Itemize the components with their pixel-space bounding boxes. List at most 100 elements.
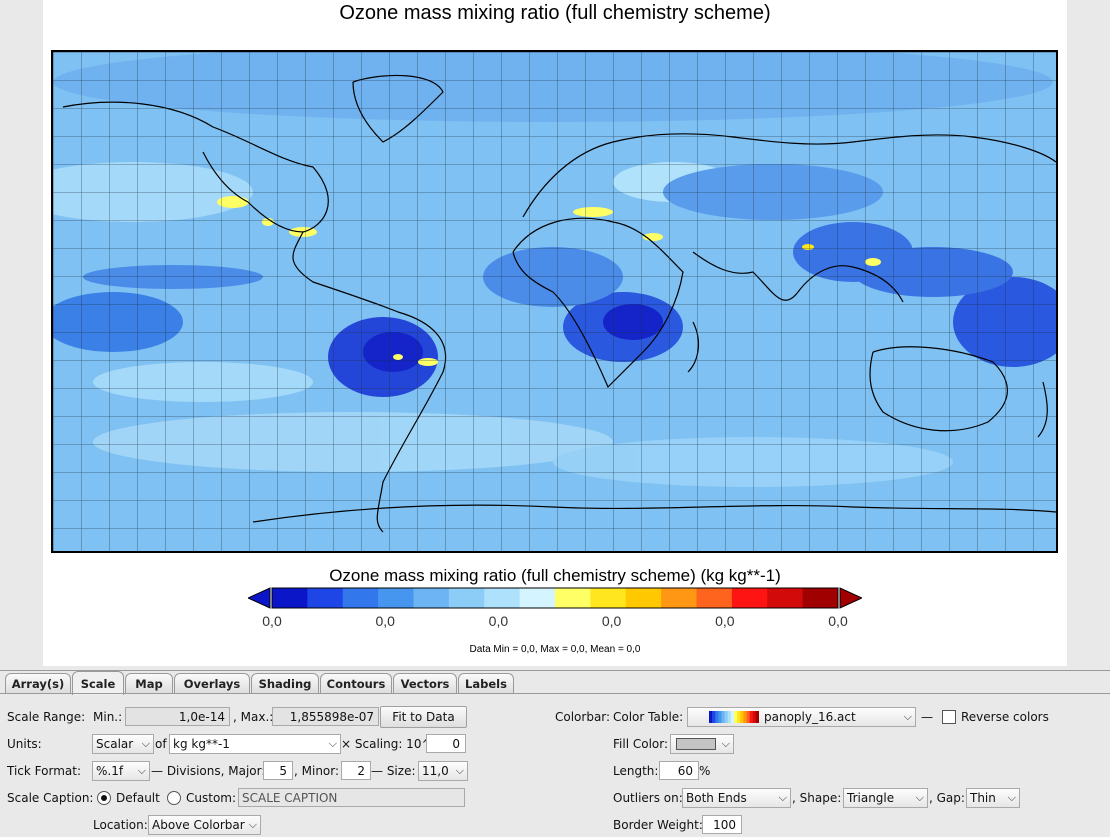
tab-overlays[interactable]: Overlays: [174, 673, 250, 694]
map-plot: [51, 50, 1058, 553]
tab-shading[interactable]: Shading: [251, 673, 319, 694]
swatch-segment: [734, 711, 738, 723]
tab-labels[interactable]: Labels: [458, 673, 514, 694]
chevron-down-icon: ⌵: [455, 764, 464, 777]
tick-format-value: %.1f: [96, 764, 124, 778]
fit-to-data-button[interactable]: Fit to Data: [380, 706, 467, 728]
units-label: Units:: [7, 737, 42, 751]
swatch-segment: [724, 711, 729, 723]
units-value-dropdown[interactable]: kg kg**-1 ⌵: [169, 734, 341, 754]
gap-dropdown[interactable]: Thin ⌵: [966, 788, 1020, 808]
chevron-down-icon: ⌵: [1007, 791, 1016, 804]
caption-default-label: Default: [116, 791, 160, 805]
fill-color-label: Fill Color:: [613, 737, 669, 751]
length-field[interactable]: 60: [659, 761, 699, 780]
reverse-colors-checkbox[interactable]: [942, 710, 956, 724]
minor-label: , Minor:: [294, 764, 340, 778]
color-table-label: Color Table:: [613, 710, 684, 724]
data-stats: Data Min = 0,0, Max = 0,0, Mean = 0,0: [469, 644, 641, 655]
chevron-down-icon: ⌵: [328, 737, 337, 750]
tab-vectors[interactable]: Vectors: [393, 673, 457, 694]
major-divisions-field[interactable]: 5: [263, 761, 293, 780]
length-label: Length:: [613, 764, 659, 778]
fill-color-swatch: [676, 738, 716, 750]
tick-size-dropdown[interactable]: 11,0 ⌵: [418, 761, 468, 781]
swatch-segment: [752, 711, 757, 723]
divisions-label: — Divisions, Major:: [151, 764, 266, 778]
caption-custom-radio[interactable]: [167, 791, 181, 805]
colorbar-segment: [378, 588, 414, 608]
colorbar-tick-label: 0,0: [828, 613, 848, 629]
caption-custom-label: Custom:: [186, 791, 237, 805]
colorbar-segment: [448, 588, 485, 608]
swatch-segment: [709, 711, 713, 723]
chevron-down-icon: ⌵: [778, 791, 787, 804]
chevron-down-icon: ⌵: [137, 764, 146, 777]
tick-format-label: Tick Format:: [7, 764, 81, 778]
scale-caption-label: Scale Caption:: [7, 791, 94, 805]
max-label: , Max.:: [233, 710, 274, 724]
scale-max-field[interactable]: 1,855898e-07: [272, 707, 379, 726]
colorbar-segment: [555, 588, 591, 608]
colorbar-tick-label: 0,0: [488, 613, 509, 629]
scale-range-label: Scale Range:: [7, 710, 86, 724]
caption-default-radio[interactable]: [97, 791, 111, 805]
tab-bar: Array(s) Scale Map Overlays Shading Contours V…: [0, 670, 1110, 695]
colorbar-segment: [272, 588, 308, 608]
colorbar-tick-label: 0,0: [262, 613, 282, 629]
tab-map[interactable]: Map: [125, 673, 173, 694]
colorbar: [248, 587, 862, 609]
swatch-segment: [749, 711, 754, 723]
colorbar-segment: [590, 588, 627, 608]
tab-scale[interactable]: Scale: [72, 671, 124, 695]
color-table-dropdown[interactable]: panoply_16.act ⌵: [687, 707, 916, 727]
scaling-label: × Scaling: 10^: [341, 737, 432, 751]
border-weight-label: Border Weight:: [613, 818, 703, 832]
tick-size-value: 11,0: [422, 764, 449, 778]
colorbar-segment: [767, 588, 804, 608]
border-weight-field[interactable]: 100: [702, 815, 742, 834]
colorbar-segment: [661, 588, 697, 608]
minor-divisions-field[interactable]: 2: [341, 761, 371, 780]
scaling-exponent-field[interactable]: 0: [426, 734, 466, 753]
fill-color-picker[interactable]: ⌵: [670, 734, 734, 754]
swatch-segment: [743, 711, 747, 723]
colorbar-dash: —: [921, 710, 933, 724]
colorbar-tick-label: 0,0: [715, 613, 735, 629]
tick-format-dropdown[interactable]: %.1f ⌵: [92, 761, 150, 781]
color-table-value: panoply_16.act: [764, 710, 856, 724]
chevron-down-icon: ⌵: [915, 791, 924, 804]
colorbar-segment: [519, 588, 556, 608]
colorbar-tick-label: 0,0: [375, 613, 395, 629]
colorbar-segment: [696, 588, 733, 608]
reverse-colors-label: Reverse colors: [961, 710, 1049, 724]
caption-location-value: Above Colorbar: [152, 818, 245, 832]
plot-title: Ozone mass mixing ratio (full chemistry …: [339, 2, 771, 24]
caption-custom-input[interactable]: SCALE CAPTION: [238, 788, 465, 807]
tab-divider: [0, 693, 1110, 694]
swatch-segment: [737, 711, 741, 723]
gap-label: , Gap:: [929, 791, 965, 805]
colorbar-segment: [625, 588, 662, 608]
colorbar-frame: [271, 587, 839, 609]
tab-arrays[interactable]: Array(s): [5, 673, 71, 694]
shape-label: , Shape:: [792, 791, 842, 805]
colorbar-segment: [307, 588, 344, 608]
colorbar-segment: [484, 588, 521, 608]
colorbar-low-outlier: [248, 587, 271, 609]
location-label: Location:: [93, 818, 148, 832]
colorbar-segment: [731, 588, 768, 608]
caption-location-dropdown[interactable]: Above Colorbar ⌵: [148, 815, 261, 835]
swatch-segment: [721, 711, 725, 723]
min-label: Min.:: [93, 710, 123, 724]
gap-value: Thin: [970, 791, 996, 805]
length-unit: %: [699, 764, 711, 778]
outliers-dropdown[interactable]: Both Ends ⌵: [682, 788, 791, 808]
swatch-segment: [715, 711, 719, 723]
units-type-dropdown[interactable]: Scalar ⌵: [92, 734, 154, 754]
swatch-segment: [712, 711, 716, 723]
tab-contours[interactable]: Contours: [320, 673, 392, 694]
colorbar-title: Ozone mass mixing ratio (full chemistry …: [329, 566, 781, 585]
shape-dropdown[interactable]: Triangle ⌵: [843, 788, 928, 808]
scale-min-field[interactable]: 1,0e-14: [125, 707, 230, 726]
